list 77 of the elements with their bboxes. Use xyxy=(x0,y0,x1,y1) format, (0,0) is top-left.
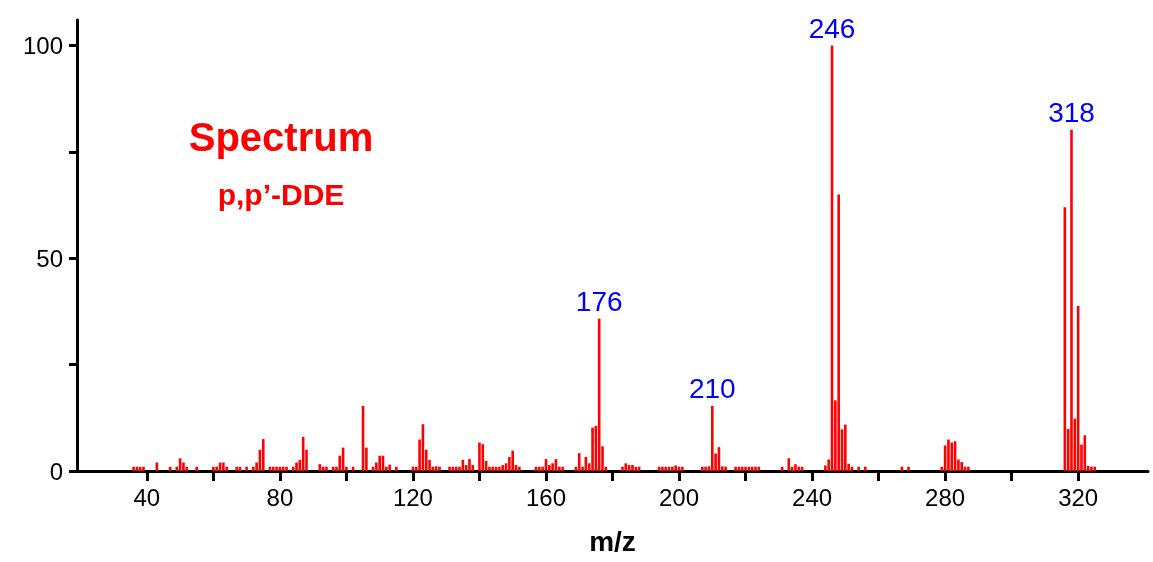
bar xyxy=(631,465,634,471)
bar xyxy=(681,466,684,471)
x-tick-label: 240 xyxy=(792,483,833,511)
x-tick-label: 320 xyxy=(1058,483,1099,511)
bar xyxy=(551,463,554,471)
bar xyxy=(378,455,381,471)
x-tick-label: 280 xyxy=(925,483,966,511)
bar xyxy=(754,466,757,471)
bar xyxy=(1093,466,1097,471)
annotation: 176 xyxy=(575,286,623,318)
text: p,p’-DDE xyxy=(217,177,345,211)
y-tick-label: 100 xyxy=(22,32,63,60)
bar xyxy=(225,466,228,471)
x-tick-label: 40 xyxy=(133,483,161,511)
x-axis-title: m/z xyxy=(589,525,636,557)
bar xyxy=(388,464,391,471)
bar xyxy=(481,444,485,471)
bar xyxy=(947,439,950,471)
bar xyxy=(295,462,298,471)
bar xyxy=(734,466,737,471)
bar xyxy=(132,466,135,471)
bar xyxy=(448,466,451,471)
bar xyxy=(185,466,189,471)
bar xyxy=(275,466,278,471)
bar xyxy=(577,453,581,471)
bar xyxy=(468,459,471,471)
bar xyxy=(325,466,328,471)
bar xyxy=(511,450,515,471)
x-tick-label: 120 xyxy=(392,483,433,511)
bar xyxy=(438,466,441,471)
bar xyxy=(724,466,727,471)
bar xyxy=(222,462,225,471)
bar xyxy=(212,466,215,471)
bar xyxy=(621,466,624,471)
x-tick-label: 80 xyxy=(266,483,294,511)
bar xyxy=(591,427,594,471)
y-tick-label: 0 xyxy=(49,457,63,485)
bar xyxy=(215,466,218,471)
bar xyxy=(261,439,265,471)
bar xyxy=(674,465,677,471)
bar xyxy=(787,458,791,471)
bar xyxy=(704,466,707,471)
bar xyxy=(538,466,541,471)
bar xyxy=(142,466,145,471)
bar xyxy=(195,466,199,471)
text: Spectrum xyxy=(188,115,374,159)
bar xyxy=(285,466,288,471)
bar xyxy=(395,466,398,471)
bar xyxy=(661,466,664,471)
x-tick-label: 200 xyxy=(659,483,700,511)
y-tick-label: 50 xyxy=(36,244,63,272)
annotation: 210 xyxy=(688,373,736,405)
bar xyxy=(967,466,970,471)
bar xyxy=(245,466,248,471)
bar xyxy=(182,462,185,471)
bar xyxy=(960,462,964,471)
bar xyxy=(710,405,714,471)
bar xyxy=(1070,129,1073,471)
bar xyxy=(863,466,867,471)
bar xyxy=(1090,466,1093,471)
bar xyxy=(251,466,255,471)
bar xyxy=(518,466,521,471)
bar xyxy=(837,194,840,471)
bar xyxy=(701,466,704,471)
bar xyxy=(844,424,847,471)
x-tick-label: 160 xyxy=(525,483,566,511)
bar xyxy=(857,466,860,471)
bar xyxy=(478,442,481,471)
bar xyxy=(907,466,910,471)
bar xyxy=(671,466,674,471)
bar xyxy=(498,466,501,471)
bar xyxy=(744,466,747,471)
annotation: 318 xyxy=(1048,97,1095,129)
annotation: 246 xyxy=(808,13,856,45)
bar xyxy=(794,464,797,471)
bar xyxy=(235,466,238,471)
bar xyxy=(561,466,564,471)
